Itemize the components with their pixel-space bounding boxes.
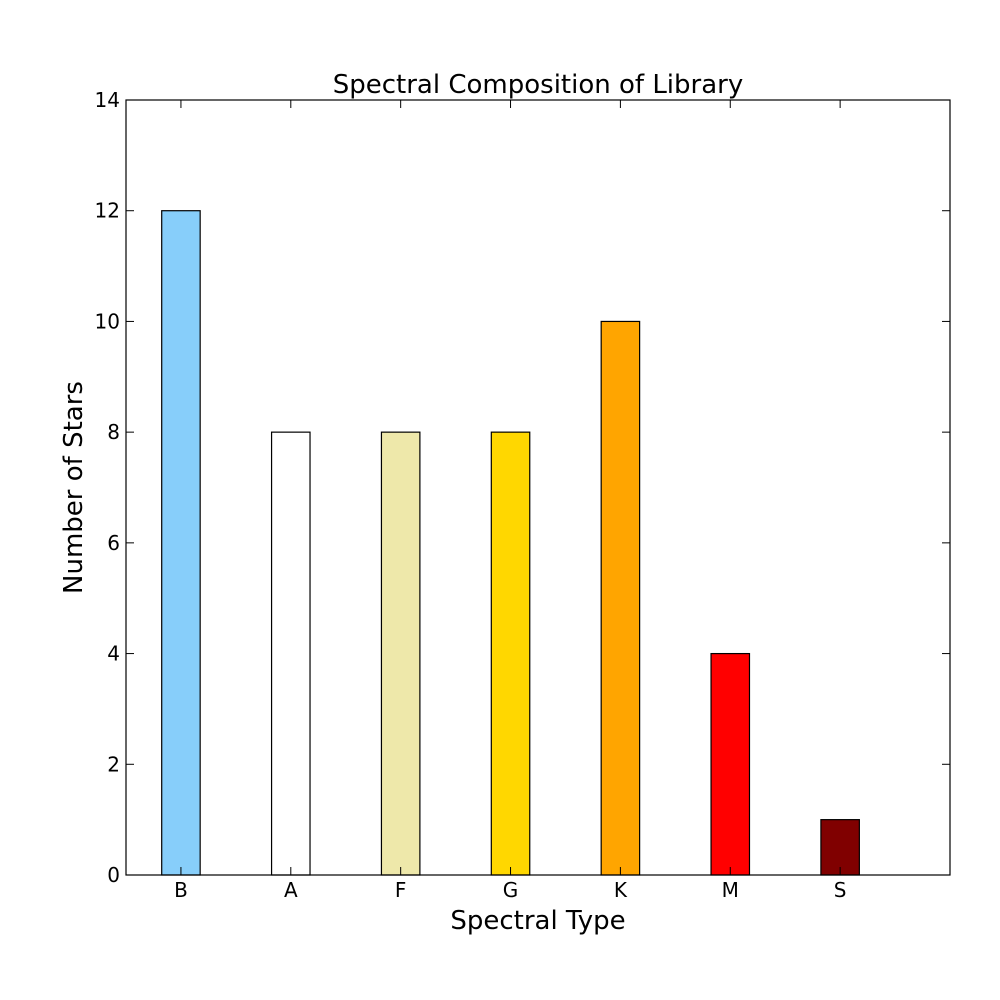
bar-s [820,819,860,876]
x-tick-label: M [722,878,739,902]
x-tick-label: S [834,878,847,902]
plot-frame [125,99,951,876]
y-tick-label: 10 [95,309,120,333]
x-tick-label: F [395,878,407,902]
x-tick-label: G [503,878,519,902]
bar-m [710,652,751,876]
ticks-group: B A F G K M S 0 2 4 6 8 10 12 14 [95,88,950,902]
y-tick-label: 6 [107,531,120,555]
x-axis-label: Spectral Type [450,906,625,936]
chart-title: Spectral Composition of Library [333,70,743,100]
x-tick-label: B [174,878,188,902]
bar-g [490,431,531,876]
y-tick-label: 4 [107,642,120,666]
bar-b [161,210,201,876]
bar-a [270,431,311,876]
y-tick-label: 8 [107,420,120,444]
bars-group [161,210,860,876]
bar-k [600,320,641,876]
bar-f [380,431,421,876]
y-tick-label: 2 [107,752,120,776]
y-axis-label: Number of Stars [59,381,89,594]
x-tick-label: K [614,878,628,902]
y-tick-label: 0 [107,863,120,887]
y-tick-label: 14 [95,88,120,112]
x-tick-label: A [284,878,298,902]
y-tick-label: 12 [95,199,120,223]
